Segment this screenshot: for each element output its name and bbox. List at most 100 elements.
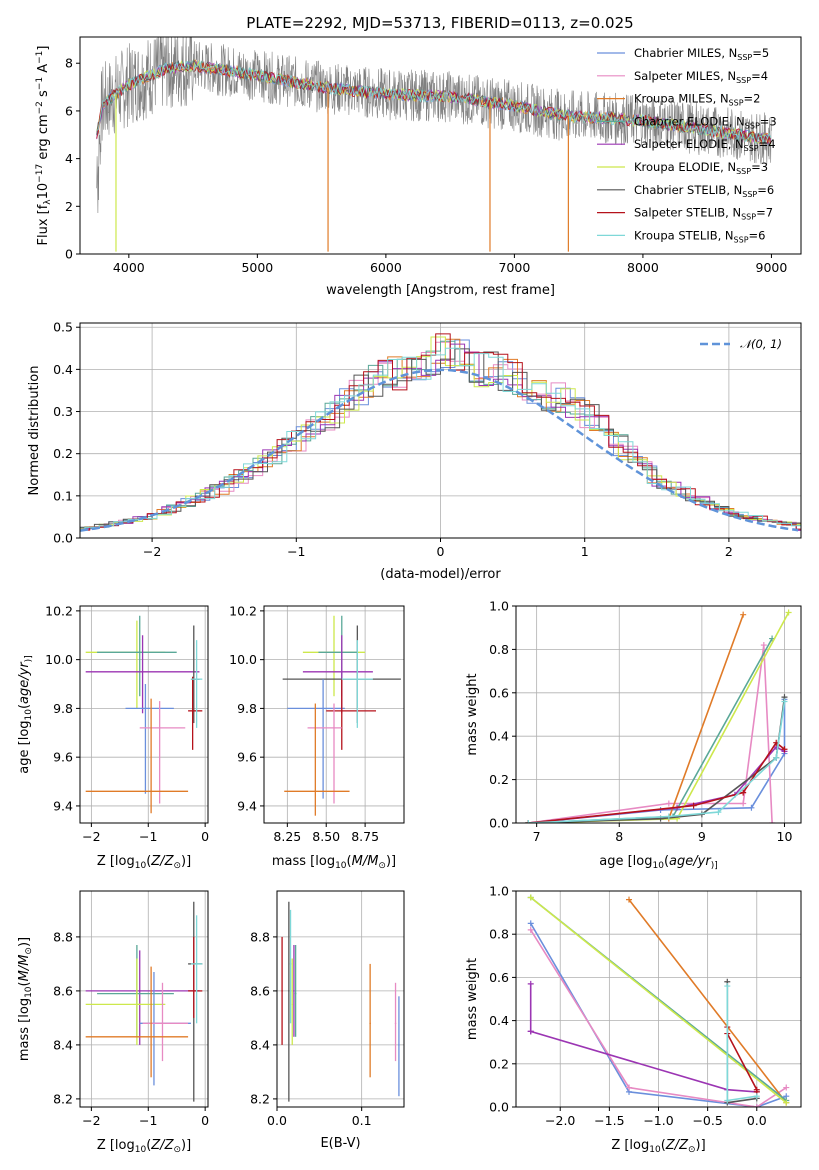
x-tick-label: 0	[437, 544, 445, 559]
y-tick-label: 1.0	[489, 884, 509, 899]
y-axis-label-part: ⊙	[24, 947, 34, 955]
y-axis-label: mass weight	[465, 673, 480, 755]
legend-label-tail: =4	[759, 137, 776, 151]
x-tick-label: −1.5	[594, 1113, 624, 1128]
ylabel: Flux [fλ10−17 erg cm−2 s−1 A−1]	[35, 46, 53, 246]
point-chabrier-miles	[398, 1044, 400, 1046]
weight-marker-kroupa-elodie	[527, 894, 534, 901]
y-tick-label: 8.2	[250, 1091, 270, 1106]
legend-label-kroupa-miles: Kroupa MILES, NSSP=2	[634, 92, 760, 108]
weight-marker-kroupa-elodie	[783, 1099, 790, 1106]
legend-label-base: Salpeter STELIB, N	[634, 206, 741, 220]
x-tick-label: 6000	[370, 260, 402, 275]
x-axis-label-part: 10	[653, 861, 665, 871]
axes-frame	[79, 890, 209, 1108]
point-chabrier-miles	[322, 707, 324, 710]
y-tick-label: 0.3	[53, 404, 73, 419]
x-axis-label-part: Z [log	[97, 1138, 135, 1153]
legend-label-sub: SSP	[744, 144, 759, 153]
x-tick-label: 0	[201, 1113, 209, 1128]
plot-area-spectrum	[96, 37, 772, 252]
x-axis-label: Z [log10(Z/Z⊙)]	[611, 1138, 705, 1155]
weight-marker-salpeter-stelib	[781, 746, 788, 753]
legend-label-sub: SSP	[736, 167, 751, 176]
weight-marker-salpeter-miles	[783, 1084, 790, 1091]
point-salpeter-stelib	[281, 990, 283, 992]
legend-label-base: Salpeter ELODIE, N	[634, 137, 744, 151]
x-tick-label: 8.25	[273, 829, 301, 844]
normal-distribution-line	[80, 368, 799, 532]
plot-area-age_vs_mass	[282, 615, 401, 816]
weight-line-kroupa-miles	[628, 899, 787, 1104]
x-axis-label-part: mass [log	[272, 854, 335, 869]
ylabel-part: −17	[35, 164, 45, 183]
plot-area-residuals	[80, 333, 801, 532]
y-axis-label-part: (	[17, 704, 32, 709]
point-salpeter-miles	[333, 727, 335, 729]
observed-spectrum-line	[96, 37, 772, 214]
x-axis-label-part: ⊙	[173, 861, 181, 871]
x-axis-label-part: ⊙	[173, 1145, 181, 1155]
x-axis-label-part: age [log	[599, 854, 652, 869]
legend-label-tail: =6	[757, 183, 774, 197]
point-kroupa-stelib	[195, 963, 198, 965]
x-axis-label-part: Z [log	[97, 854, 135, 869]
x-tick-label: 8.75	[351, 829, 379, 844]
weight-marker-kroupa-stelib	[781, 698, 788, 705]
legend-label-sub: SSP	[742, 190, 757, 199]
weight-marker-kroupa-stelib	[724, 1097, 731, 1104]
x-tick-label: −2	[82, 1113, 100, 1128]
y-axis-label-part: M/M	[17, 955, 32, 982]
model-line-salpeter-stelib	[96, 62, 772, 144]
weight-marker-kroupa-stelib	[715, 809, 722, 816]
y-tick-label: 10.2	[229, 603, 257, 618]
x-axis-label-part: )]	[696, 1138, 706, 1153]
chart-massweight_vs_Z: −2.0 −1.5 −1.0 −0.5 0.0 0.0 0.2 0.4 0.6 0.8 1.0 Z […	[465, 884, 802, 1155]
x-tick-label: −1	[287, 544, 305, 559]
weight-line-salpeter-miles	[530, 929, 787, 1107]
x-axis-label-part: age/yr	[669, 854, 712, 869]
y-tick-label: 0.4	[489, 729, 509, 744]
x-axis-label-part: )]	[386, 854, 396, 869]
x-tick-label: 8.50	[312, 829, 340, 844]
x-axis-label-part: M/M	[352, 854, 379, 869]
y-tick-label: 10.0	[45, 652, 73, 667]
y-tick-label: 0.8	[489, 927, 509, 942]
x-axis-label-part: (	[347, 854, 352, 869]
point-kroupa-stelib	[195, 678, 198, 680]
legend-label-kroupa-elodie: Kroupa ELODIE, NSSP=3	[634, 160, 768, 176]
legend-label-tail: =3	[760, 114, 777, 128]
point-kroupa-elodie	[291, 1003, 294, 1006]
y-tick-label: 9.4	[237, 798, 257, 813]
x-axis-label: E(B-V)	[320, 1136, 360, 1151]
point-salpeter-miles	[158, 727, 161, 729]
weight-marker-salpeter-elodie	[527, 1028, 534, 1035]
plot-area-mass_vs_EBV	[281, 901, 400, 1102]
y-axis-label-part: )]	[24, 655, 34, 662]
axes-frame	[276, 890, 405, 1108]
y-tick-label: 4	[65, 151, 73, 166]
x-axis-label-part: Z/Z	[150, 854, 174, 869]
point-salpeter-miles	[394, 1022, 397, 1025]
x-tick-label: −2.0	[545, 1113, 575, 1128]
y-tick-label: 0.2	[489, 1056, 509, 1071]
legend-label-salpeter-miles: Salpeter MILES, NSSP=4	[634, 69, 768, 85]
x-tick-label: 0.0	[747, 1113, 767, 1128]
x-tick-label: 8	[615, 829, 623, 844]
point-kroupa-miles	[314, 790, 317, 793]
point-salpeter-elodie	[141, 671, 144, 673]
y-tick-label: 9.4	[53, 798, 73, 813]
x-tick-label: −2	[143, 544, 161, 559]
y-axis-label-part: mass [log	[17, 998, 32, 1061]
y-tick-label: 9.8	[53, 701, 73, 716]
point-salpeter-elodie	[340, 671, 343, 673]
weight-line-salpeter-elodie	[529, 983, 757, 1093]
point-salpeter-stelib	[191, 710, 194, 712]
y-axis-label-part: )]	[17, 937, 32, 947]
ylabel-part: λ	[43, 199, 53, 205]
legend-label-sub: SSP	[745, 121, 760, 130]
point-chabrier-stelib	[288, 990, 290, 992]
ylabel-part: −2	[35, 101, 45, 114]
